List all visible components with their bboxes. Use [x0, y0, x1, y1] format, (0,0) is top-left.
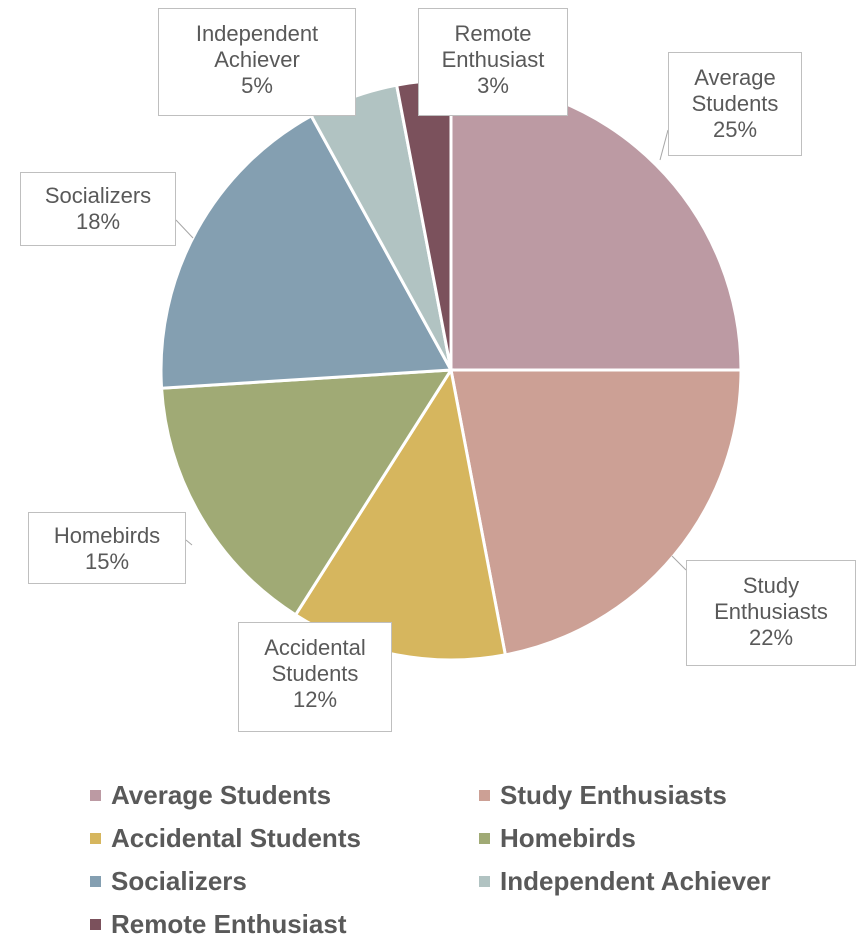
legend-label: Average Students	[111, 780, 332, 810]
legend-item: Socializers	[90, 866, 247, 896]
label-category: Homebirds	[53, 523, 161, 548]
label-category: Socializers	[44, 183, 152, 208]
legend-item: Homebirds	[479, 823, 636, 853]
leader-line	[175, 219, 194, 239]
pie-slice	[159, 113, 454, 390]
data-label: Study Enthusiasts 22%	[686, 560, 856, 666]
label-value: 25%	[712, 117, 758, 142]
pie-slice	[159, 368, 454, 617]
legend-swatch	[479, 789, 490, 801]
data-label: Socializers 18%	[20, 172, 176, 246]
legend-swatch	[90, 875, 101, 887]
label-value: 22%	[748, 625, 794, 650]
legend-swatch	[90, 832, 101, 844]
legend-label: Independent Achiever	[500, 866, 771, 896]
legend-item: Accidental Students	[90, 823, 361, 853]
legend-swatch	[479, 875, 490, 887]
label-value: 12%	[292, 687, 338, 712]
label-value: 3%	[477, 73, 509, 98]
data-label: Accidental Students 12%	[238, 622, 392, 732]
leader-line	[659, 129, 669, 161]
label-value: 15%	[84, 549, 130, 574]
legend-swatch	[90, 789, 101, 801]
leader-line	[185, 539, 193, 546]
legend-label: Study Enthusiasts	[500, 780, 727, 810]
legend-item: Average Students	[90, 780, 331, 810]
label-category: Remote Enthusiast	[441, 21, 545, 72]
legend-item: Remote Enthusiast	[90, 909, 347, 939]
data-label: Average Students 25%	[668, 52, 802, 156]
legend-swatch	[479, 832, 490, 844]
pie-slice	[449, 368, 743, 657]
legend-label: Remote Enthusiast	[111, 909, 347, 939]
label-value: 18%	[75, 209, 121, 234]
label-category: Study Enthusiasts	[714, 573, 828, 624]
label-value: 5%	[241, 73, 273, 98]
legend-label: Socializers	[111, 866, 247, 896]
data-label: Homebirds 15%	[28, 512, 186, 584]
leader-line	[671, 555, 687, 571]
label-category: Accidental Students	[264, 635, 366, 686]
label-category: Average Students	[691, 65, 779, 116]
label-category: Independent Achiever	[195, 21, 319, 72]
legend-item: Independent Achiever	[479, 866, 771, 896]
data-label: Remote Enthusiast 3%	[418, 8, 568, 116]
legend-swatch	[90, 918, 101, 930]
legend-label: Accidental Students	[111, 823, 361, 853]
legend-label: Homebirds	[500, 823, 636, 853]
legend-item: Study Enthusiasts	[479, 780, 727, 810]
data-label: Independent Achiever 5%	[158, 8, 356, 116]
